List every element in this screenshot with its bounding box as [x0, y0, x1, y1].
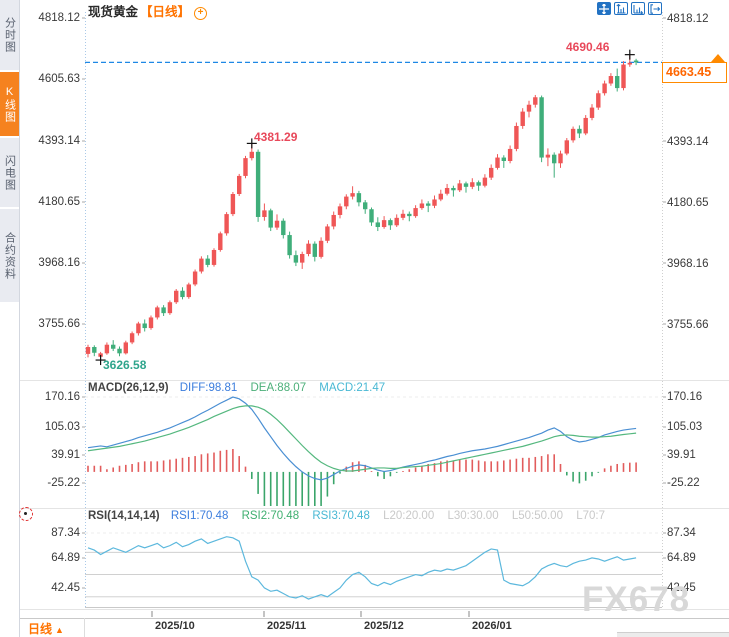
watermark: FX678 [582, 580, 691, 619]
x-scale-icon[interactable] [631, 2, 645, 15]
exit-chart-icon[interactable] [648, 2, 662, 15]
price-axis-label-right: 4393.14 [667, 136, 709, 148]
crosshair-pan-icon[interactable] [597, 2, 611, 15]
macd-axis-label-left: 39.91 [51, 449, 80, 461]
rsi-l30: L30:30.00 [447, 510, 499, 522]
price-axis-label-right: 4818.12 [667, 13, 709, 25]
price-axis-label-left: 4605.63 [38, 73, 80, 85]
macd-header: MACD(26,12,9) DIFF:98.81 DEA:88.07 MACD:… [88, 382, 660, 394]
bottom-scroll-strip[interactable] [617, 632, 729, 637]
price-axis-label-right: 3968.16 [667, 258, 709, 270]
rsi1-value: RSI1:70.48 [170, 510, 229, 522]
rsi-header: RSI(14,14,14) RSI1:70.48 RSI2:70.48 RSI3… [88, 510, 660, 522]
time-axis-label: 2026/01 [472, 620, 512, 632]
price-axis-label-right: 4180.65 [667, 197, 709, 209]
macd-axis-label-left: 170.16 [44, 391, 80, 403]
high-price-label: 4690.46 [566, 40, 610, 54]
time-axis-label: 2025/12 [364, 620, 404, 632]
macd-axis-label-right: 170.16 [667, 391, 703, 403]
rsi-l20: L20:20.00 [383, 510, 435, 522]
price-axis-label-left: 3968.16 [38, 257, 80, 269]
y-scale-icon[interactable] [614, 2, 628, 15]
symbol-name: 现货黄金 [88, 5, 139, 19]
tab-candle-chart[interactable]: K线图 [0, 72, 19, 138]
price-axis-label-left: 4393.14 [38, 135, 80, 147]
rsi2-value: RSI2:70.48 [241, 510, 300, 522]
time-axis-label: 2025/10 [155, 620, 195, 632]
last-price-tag[interactable]: 4663.45 [662, 62, 727, 83]
rsi-l50: L50:50.00 [511, 510, 563, 522]
period-label: 日线 [28, 622, 53, 636]
price-axis-label-left: 4818.12 [38, 12, 80, 24]
macd-macd-value: MACD:21.47 [319, 382, 386, 394]
rsi-axis-label-right: 87.34 [667, 527, 696, 539]
peak-price-label: 4381.29 [254, 130, 298, 144]
rsi3-value: RSI3:70.48 [312, 510, 370, 522]
tab-contract-info[interactable]: 合约资料 [0, 209, 19, 304]
panel-divider-macd-rsi [20, 508, 729, 509]
macd-axis-label-left: -25.22 [47, 477, 80, 489]
low-price-label: 3626.58 [103, 358, 147, 372]
tab-time-chart[interactable]: 分时图 [0, 0, 19, 72]
rsi-axis-label-left: 87.34 [51, 527, 80, 539]
chart-title: 现货黄金 【日线】 + [88, 1, 208, 20]
price-axis-label-left: 4180.65 [38, 196, 80, 208]
alert-sun-icon[interactable] [19, 507, 33, 521]
macd-axis-label-right: 39.91 [667, 449, 696, 461]
add-overlay-icon[interactable]: + [194, 7, 208, 20]
macd-diff-value: DIFF:98.81 [179, 382, 238, 394]
period-tag: 【日线】 [140, 5, 191, 19]
tab-flash-chart[interactable]: 闪电图 [0, 138, 19, 209]
rsi-l70: L70:7 [576, 510, 605, 522]
price-axis-label-right: 3755.66 [667, 319, 709, 331]
macd-name: MACD(26,12,9) [88, 382, 169, 394]
chart-toolbar [597, 2, 662, 15]
sidebar: 分时图 K线图 闪电图 合约资料 [0, 0, 20, 637]
price-up-triangle-icon [711, 54, 725, 62]
rsi-axis-label-right: 64.89 [667, 552, 696, 564]
rsi-axis-label-right: 42.45 [667, 582, 696, 594]
panel-divider-main-macd [20, 380, 729, 381]
time-axis-label: 2025/11 [267, 620, 307, 632]
axis-corner-divider [84, 618, 85, 637]
rsi-name: RSI(14,14,14) [88, 510, 160, 522]
macd-axis-label-left: 105.03 [44, 421, 80, 433]
time-axis-line [20, 618, 729, 619]
rsi-axis-label-left: 42.45 [51, 582, 80, 594]
period-selector[interactable]: 日线 ▲ [28, 620, 64, 637]
macd-dea-value: DEA:88.07 [250, 382, 307, 394]
macd-axis-label-right: 105.03 [667, 421, 703, 433]
macd-axis-label-right: -25.22 [667, 477, 700, 489]
rsi-axis-label-left: 64.89 [51, 552, 80, 564]
panel-divider-rsi-axis [20, 609, 729, 610]
price-axis-label-left: 3755.66 [38, 318, 80, 330]
chevron-up-icon: ▲ [55, 625, 64, 635]
